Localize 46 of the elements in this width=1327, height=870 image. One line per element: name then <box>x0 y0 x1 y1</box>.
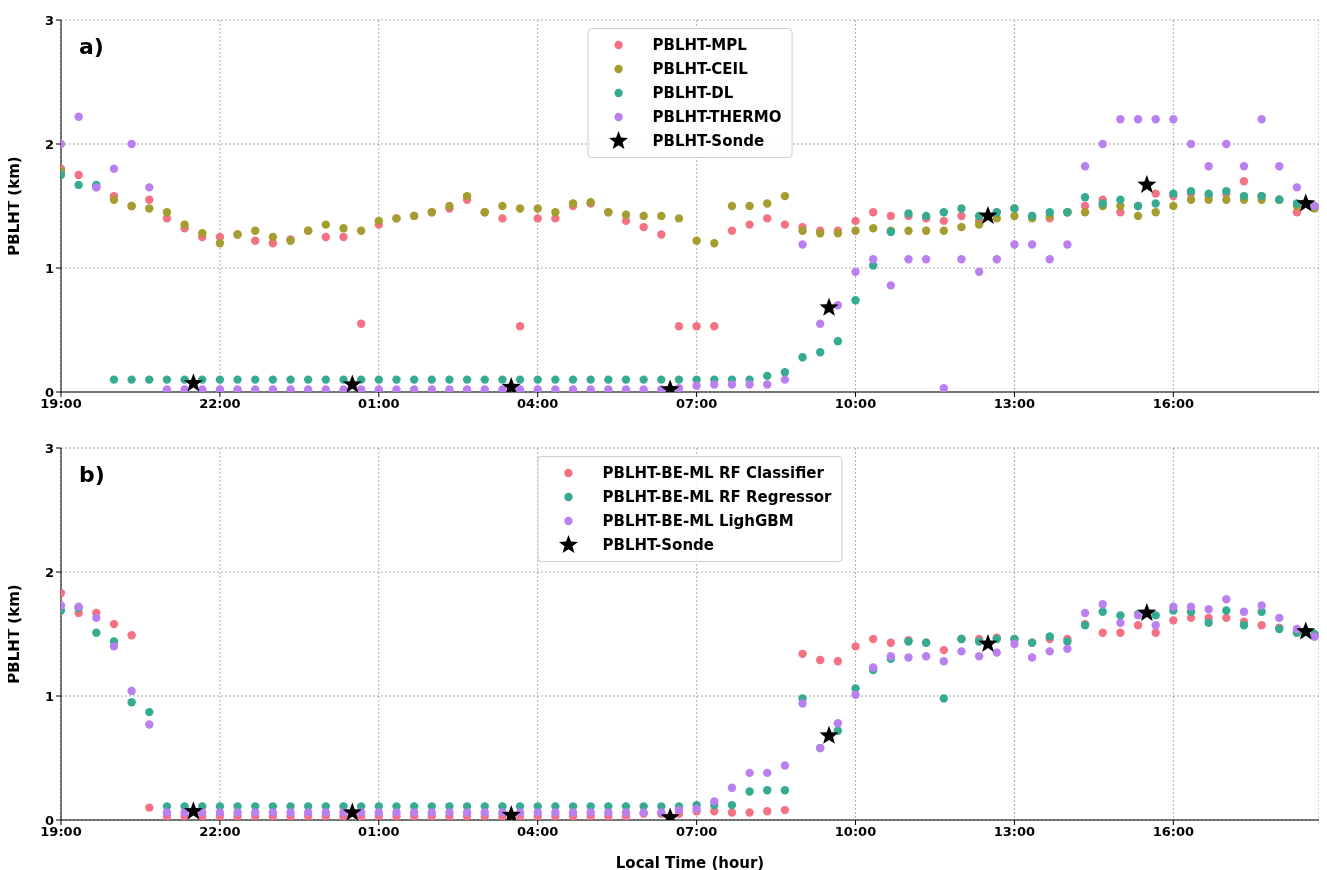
point <box>342 374 362 392</box>
x-tick-label: 22:00 <box>199 824 241 840</box>
y-axis-title: PBLHT (km) <box>5 584 24 684</box>
y-tick-label: 3 <box>44 12 54 28</box>
x-tick-label: 16:00 <box>1152 824 1195 840</box>
point <box>978 633 998 653</box>
x-tick-label: 16:00 <box>1152 396 1195 412</box>
x-tick-label: 04:00 <box>517 396 559 412</box>
x-tick-label: 01:00 <box>358 396 400 412</box>
x-tick-label: 10:00 <box>834 396 877 412</box>
point <box>978 205 998 225</box>
y-axis-title: PBLHT (km) <box>5 156 24 256</box>
x-tick-label: 07:00 <box>675 824 718 840</box>
point <box>183 373 203 392</box>
x-tick-label: 07:00 <box>675 396 718 412</box>
y-tick-label: 1 <box>44 688 54 704</box>
annotation: b) <box>79 462 105 487</box>
point <box>1137 174 1157 194</box>
point <box>1137 602 1157 622</box>
legend-label: PBLHT-MPL <box>652 36 747 54</box>
legend-label: PBLHT-DL <box>652 84 734 102</box>
legend-label: PBLHT-BE-ML RF Classifier <box>602 464 824 482</box>
annotation: a) <box>79 34 104 59</box>
point <box>1296 193 1316 212</box>
y-tick-label: 2 <box>44 564 54 580</box>
y-tick-label: 3 <box>44 440 54 456</box>
x-tick-label: 01:00 <box>358 824 400 840</box>
x-axis-title: Local Time (hour) <box>615 854 765 870</box>
legend-label: PBLHT-BE-ML RF Regressor <box>602 488 832 506</box>
point <box>819 297 839 316</box>
legend-label: PBLHT-CEIL <box>652 60 748 78</box>
legend-label: PBLHT-BE-ML LighGBM <box>602 512 794 530</box>
x-tick-label: 13:00 <box>993 824 1036 840</box>
point <box>819 725 839 744</box>
x-tick-label: 22:00 <box>199 396 241 412</box>
y-tick-label: 1 <box>44 260 54 276</box>
point <box>1296 621 1316 640</box>
x-tick-label: 04:00 <box>517 824 559 840</box>
legend-label: PBLHT-Sonde <box>652 132 765 150</box>
x-tick-label: 13:00 <box>993 396 1036 412</box>
point <box>342 802 362 820</box>
point <box>183 801 203 820</box>
legend-label: PBLHT-THERMO <box>652 108 782 126</box>
legend-label: PBLHT-Sonde <box>602 536 714 554</box>
x-tick-label: 10:00 <box>834 824 877 840</box>
y-tick-label: 2 <box>44 136 54 152</box>
